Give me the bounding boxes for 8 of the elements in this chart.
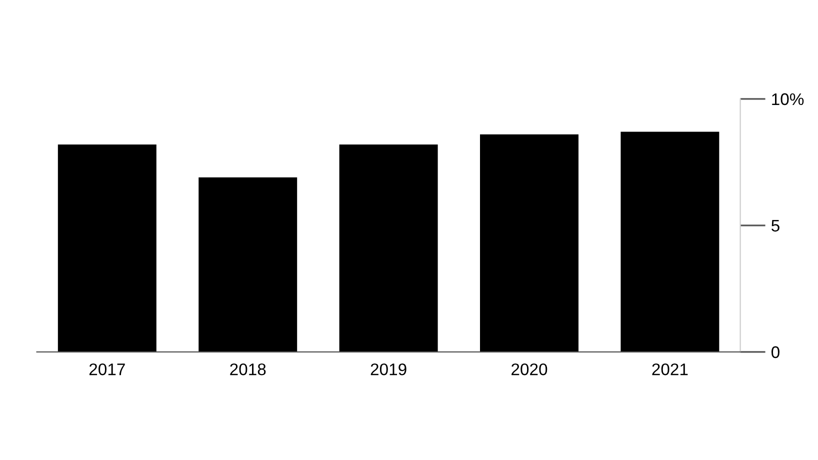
x-tick-label: 2021 bbox=[652, 363, 688, 376]
x-tick-label: 2020 bbox=[512, 363, 548, 376]
x-tick-label: 2017 bbox=[89, 363, 125, 376]
x-tick-label: 2018 bbox=[230, 363, 266, 376]
y-tick-label: 10% bbox=[772, 93, 804, 106]
x-tick-label: 2019 bbox=[370, 363, 406, 376]
y-tick-label: 5 bbox=[772, 220, 780, 232]
y-tick-label: 0 bbox=[771, 346, 780, 358]
